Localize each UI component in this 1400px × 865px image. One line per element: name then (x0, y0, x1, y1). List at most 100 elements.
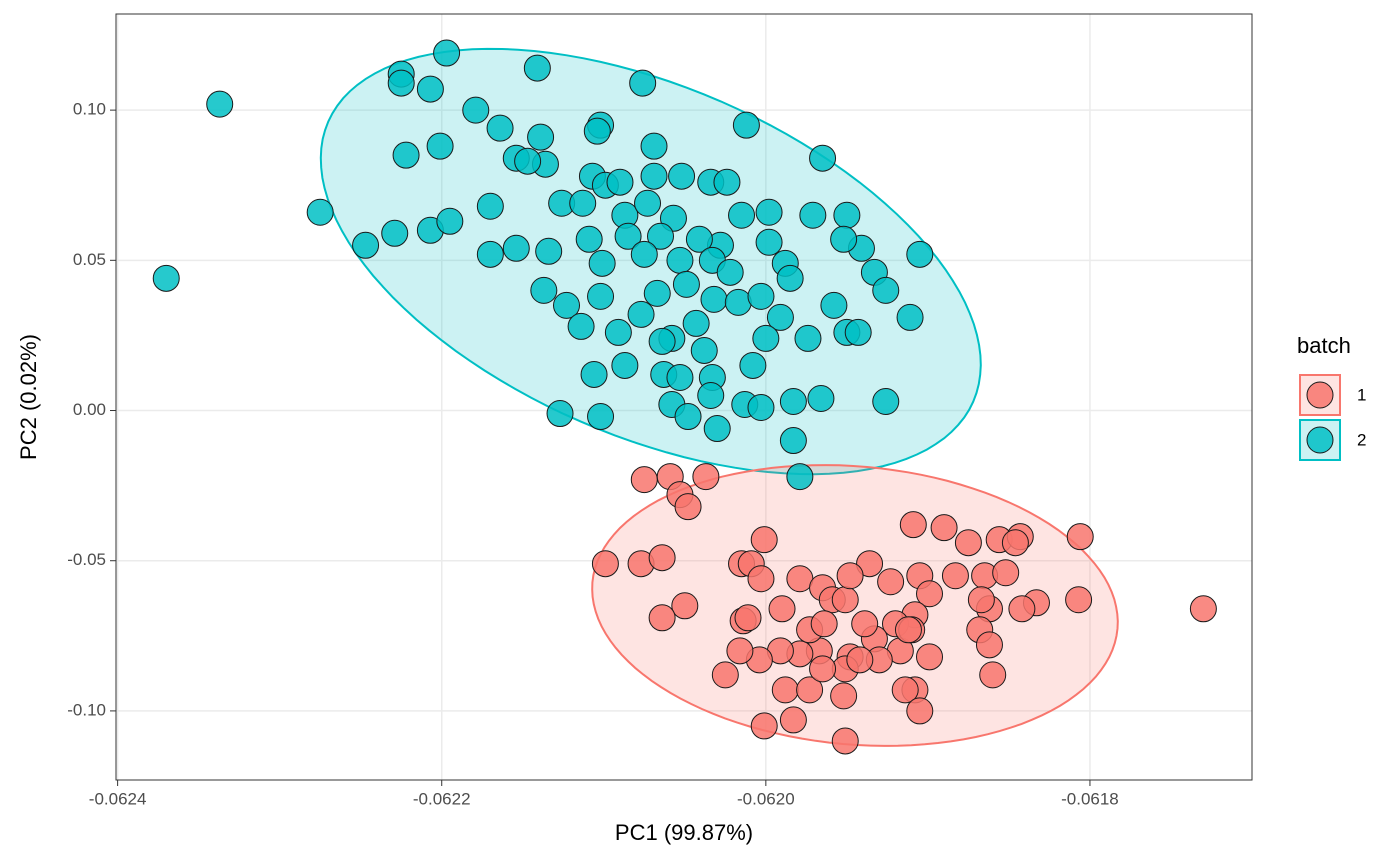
point (583, 117, 611, 145)
point (462, 96, 490, 124)
point (546, 400, 574, 428)
y-tick-label: 0.00 (73, 400, 106, 419)
y-tick-label: 0.10 (73, 100, 106, 119)
point (820, 291, 848, 319)
point (703, 415, 731, 443)
y-tick-label: 0.05 (73, 250, 106, 269)
x-tick-label: -0.0624 (89, 789, 147, 808)
point (786, 463, 814, 491)
point (954, 529, 982, 557)
y-tick-label: -0.05 (67, 550, 106, 569)
point (514, 147, 542, 175)
point (844, 318, 872, 346)
point (569, 189, 597, 217)
point (553, 291, 581, 319)
point (747, 282, 775, 310)
point (809, 144, 837, 172)
point (591, 550, 619, 578)
legend-label: 1 (1357, 385, 1366, 404)
legend-marker (1306, 381, 1334, 409)
point (352, 231, 380, 259)
point (634, 189, 662, 217)
point (877, 568, 905, 596)
point (807, 385, 835, 413)
point (416, 75, 444, 103)
point (381, 219, 409, 247)
point (750, 712, 778, 740)
point (575, 225, 603, 253)
point (1001, 529, 1029, 557)
point (728, 201, 756, 229)
point (629, 69, 657, 97)
point (992, 559, 1020, 587)
point (830, 225, 858, 253)
point (1189, 595, 1217, 623)
point (899, 511, 927, 539)
point (436, 207, 464, 235)
point (671, 592, 699, 620)
point (1008, 595, 1036, 623)
point (697, 381, 725, 409)
point (732, 111, 760, 139)
x-tick-label: -0.0622 (413, 789, 471, 808)
point (766, 303, 794, 331)
point (794, 324, 822, 352)
point (747, 565, 775, 593)
point (786, 565, 814, 593)
point (648, 327, 676, 355)
point (750, 526, 778, 554)
point (833, 201, 861, 229)
point (647, 222, 675, 250)
point (611, 351, 639, 379)
point (896, 303, 924, 331)
point (771, 676, 799, 704)
point (530, 276, 558, 304)
point (739, 351, 767, 379)
point (476, 240, 504, 268)
point (831, 727, 859, 755)
point (734, 604, 762, 632)
point (627, 300, 655, 328)
point (668, 162, 696, 190)
panel-border (115, 13, 1253, 781)
point (535, 237, 563, 265)
point (567, 312, 595, 340)
point (630, 240, 658, 268)
point (306, 198, 334, 226)
point (426, 132, 454, 160)
point (755, 198, 783, 226)
point (1066, 523, 1094, 551)
point (979, 661, 1007, 689)
point (894, 616, 922, 644)
legend-title: batch (1297, 333, 1351, 358)
point (666, 246, 694, 274)
x-tick-label: -0.0618 (1061, 789, 1119, 808)
point (779, 388, 807, 416)
point (768, 595, 796, 623)
point (851, 610, 879, 638)
point (476, 192, 504, 220)
point (930, 514, 958, 542)
point (648, 544, 676, 572)
point (392, 141, 420, 169)
point (206, 90, 234, 118)
y-axis-title: PC2 (0.02%) (16, 334, 41, 460)
point (747, 394, 775, 422)
point (630, 466, 658, 494)
x-axis-title: PC1 (99.87%) (615, 820, 753, 845)
legend-marker (1306, 426, 1334, 454)
point (606, 168, 634, 196)
point (685, 225, 713, 253)
point (152, 264, 180, 292)
point (724, 288, 752, 316)
point (588, 249, 616, 277)
point (387, 69, 415, 97)
point (674, 493, 702, 521)
point (726, 637, 754, 665)
legend-label: 2 (1357, 430, 1366, 449)
point (674, 403, 702, 431)
point (640, 162, 668, 190)
point (672, 270, 700, 298)
point (1065, 586, 1093, 614)
